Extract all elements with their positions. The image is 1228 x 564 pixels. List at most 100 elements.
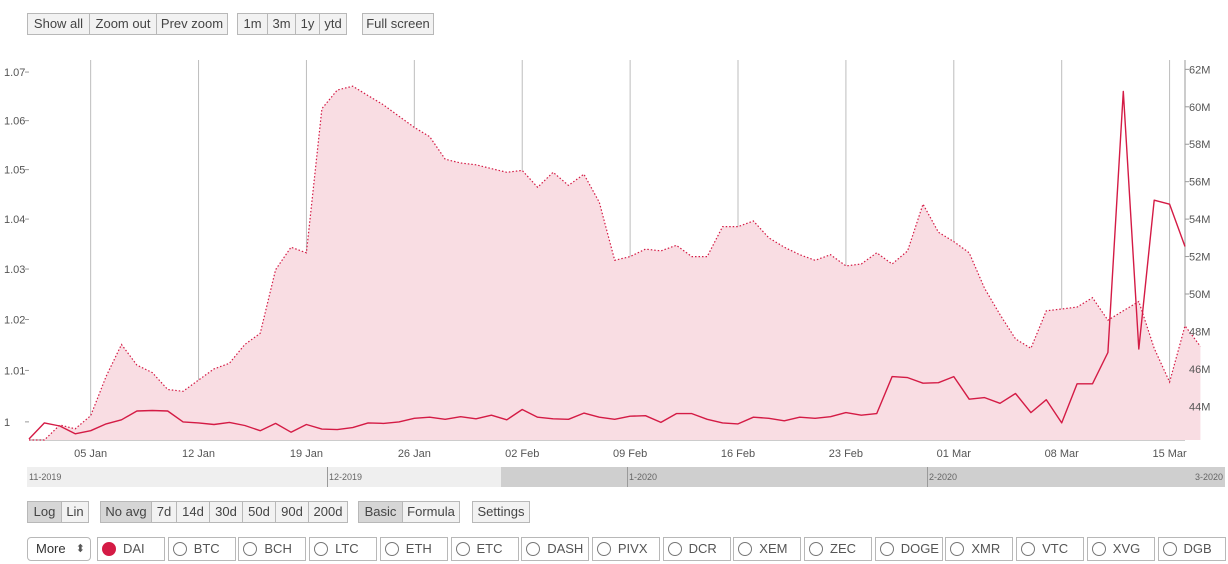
coin-toggle-dcr[interactable]: DCR bbox=[662, 537, 731, 561]
y-right-tick-label: 62M bbox=[1189, 64, 1210, 76]
y-right-tick-label: 50M bbox=[1189, 289, 1210, 301]
y-left-tick-label: 1.05 bbox=[4, 165, 25, 177]
show-all-button[interactable]: Show all bbox=[27, 13, 89, 35]
radio-dot-icon bbox=[879, 542, 894, 556]
coin-toggle-doge[interactable]: DOGE bbox=[874, 537, 943, 561]
radio-dot-icon bbox=[1021, 542, 1036, 556]
y-right-tick-label: 48M bbox=[1189, 326, 1210, 338]
x-tick-label: 05 Jan bbox=[74, 448, 107, 460]
settings-button[interactable]: Settings bbox=[472, 501, 530, 523]
more-select[interactable]: More ⬍ bbox=[27, 537, 91, 561]
lin-scale-button[interactable]: Lin bbox=[61, 501, 89, 523]
radio-dot-icon bbox=[314, 542, 329, 556]
avg-7d-button[interactable]: 7d bbox=[151, 501, 176, 523]
coin-label: ETH bbox=[405, 541, 432, 556]
radio-dot-icon bbox=[667, 542, 682, 556]
series-line-volume bbox=[29, 85, 1201, 441]
y-left-tick-label: 1.03 bbox=[4, 264, 25, 276]
basic-mode-button[interactable]: Basic bbox=[358, 501, 402, 523]
navigator-label: 3-2020 bbox=[1194, 472, 1223, 482]
navigator-divider bbox=[627, 467, 628, 487]
range-3m-button[interactable]: 3m bbox=[267, 13, 295, 35]
coin-toggle-pivx[interactable]: PIVX bbox=[591, 537, 660, 561]
y-left-tick-label: 1 bbox=[4, 417, 10, 429]
coin-toggle-vtc[interactable]: VTC bbox=[1016, 537, 1085, 561]
coin-label: DCR bbox=[688, 541, 717, 556]
select-arrow-icon: ⬍ bbox=[75, 543, 85, 555]
y-left-tick-label: 1.01 bbox=[4, 365, 25, 377]
series-line-price bbox=[28, 90, 1186, 440]
coin-toggle-dgb[interactable]: DGB bbox=[1157, 537, 1226, 561]
radio-dot-icon bbox=[102, 542, 116, 556]
radio-dot-icon bbox=[738, 542, 753, 556]
y-right-tick-label: 46M bbox=[1189, 364, 1210, 376]
coin-label: ETC bbox=[476, 541, 503, 556]
average-button-group: No avg 7d 14d 30d 50d 90d 200d bbox=[100, 501, 348, 523]
radio-dot-icon bbox=[384, 542, 399, 556]
range-1y-button[interactable]: 1y bbox=[295, 13, 319, 35]
avg-50d-button[interactable]: 50d bbox=[242, 501, 275, 523]
coin-toggle-bch[interactable]: BCH bbox=[238, 537, 307, 561]
y-right-tick-label: 58M bbox=[1189, 139, 1210, 151]
y-right-tick-label: 56M bbox=[1189, 177, 1210, 189]
avg-14d-button[interactable]: 14d bbox=[176, 501, 209, 523]
navigator-divider bbox=[927, 467, 928, 487]
coin-toggle-etc[interactable]: ETC bbox=[450, 537, 519, 561]
y-left-tick-label: 1.07 bbox=[4, 67, 25, 79]
coin-label: VTC bbox=[1042, 541, 1069, 556]
coin-toggle-ltc[interactable]: LTC bbox=[309, 537, 378, 561]
radio-dot-icon bbox=[243, 542, 258, 556]
avg-30d-button[interactable]: 30d bbox=[209, 501, 242, 523]
x-tick-label: 26 Jan bbox=[398, 448, 431, 460]
x-tick-label: 12 Jan bbox=[182, 448, 215, 460]
no-avg-button[interactable]: No avg bbox=[100, 501, 151, 523]
y-right-tick-label: 54M bbox=[1189, 214, 1210, 226]
avg-200d-button[interactable]: 200d bbox=[308, 501, 348, 523]
avg-90d-button[interactable]: 90d bbox=[275, 501, 308, 523]
range-1m-button[interactable]: 1m bbox=[237, 13, 267, 35]
chart-series-lines bbox=[28, 85, 1201, 441]
coin-label: DGB bbox=[1183, 541, 1212, 556]
radio-dot-icon bbox=[455, 542, 470, 556]
range-button-group: 1m 3m 1y ytd bbox=[237, 13, 347, 35]
navigator-selection[interactable] bbox=[501, 467, 1225, 487]
coin-toggle-dai[interactable]: DAI bbox=[97, 537, 165, 561]
y-left-tick-label: 1.04 bbox=[4, 214, 25, 226]
y-right-tick-label: 44M bbox=[1189, 401, 1210, 413]
coin-toggle-btc[interactable]: BTC bbox=[167, 537, 236, 561]
price-volume-chart[interactable]: 05 Jan 12 Jan 19 Jan 26 Jan 02 Feb 09 Feb 16 F… bbox=[0, 0, 1228, 464]
coin-label: XEM bbox=[759, 541, 788, 556]
prev-zoom-button[interactable]: Prev zoom bbox=[156, 13, 228, 35]
formula-mode-button[interactable]: Formula bbox=[402, 501, 460, 523]
navigator[interactable]: 11-2019 12-2019 1-2020 2-2020 3-2020 bbox=[27, 467, 1225, 487]
radio-dot-icon bbox=[950, 542, 965, 556]
range-ytd-button[interactable]: ytd bbox=[319, 13, 347, 35]
coin-label: BCH bbox=[264, 541, 292, 556]
coin-label: DOGE bbox=[900, 541, 939, 556]
y-left-tick-label: 1.02 bbox=[4, 314, 25, 326]
y-right-tick-label: 52M bbox=[1189, 252, 1210, 264]
coin-toggle-eth[interactable]: ETH bbox=[379, 537, 448, 561]
coin-toggle-xmr[interactable]: XMR bbox=[945, 537, 1014, 561]
y-right-tick-label: 60M bbox=[1189, 102, 1210, 114]
x-tick-label: 08 Mar bbox=[1045, 448, 1080, 460]
zoom-out-button[interactable]: Zoom out bbox=[89, 13, 156, 35]
series-area-fill bbox=[29, 86, 1201, 440]
coin-toggle-xvg[interactable]: XVG bbox=[1086, 537, 1155, 561]
navigator-label: 1-2020 bbox=[629, 472, 658, 482]
more-select-label: More bbox=[36, 541, 66, 556]
coin-label: LTC bbox=[335, 541, 359, 556]
radio-dot-icon bbox=[172, 542, 187, 556]
coin-toggle-dash[interactable]: DASH bbox=[521, 537, 590, 561]
coin-label: XMR bbox=[971, 541, 1001, 556]
log-scale-button[interactable]: Log bbox=[27, 501, 61, 523]
navigator-divider bbox=[327, 467, 328, 487]
coin-toggle-xem[interactable]: XEM bbox=[733, 537, 802, 561]
radio-dot-icon bbox=[596, 542, 611, 556]
mode-button-group: Basic Formula bbox=[358, 501, 460, 523]
full-screen-button[interactable]: Full screen bbox=[362, 13, 434, 35]
coin-label: PIVX bbox=[617, 541, 648, 556]
radio-dot-icon bbox=[1162, 542, 1177, 556]
navigator-label: 11-2019 bbox=[29, 472, 62, 482]
coin-toggle-zec[interactable]: ZEC bbox=[804, 537, 872, 561]
